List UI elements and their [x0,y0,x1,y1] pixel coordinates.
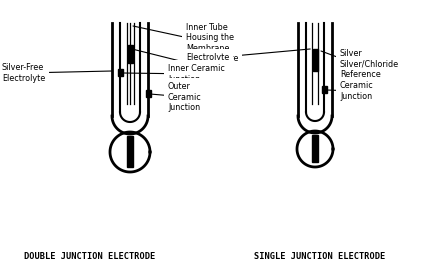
Text: Silver
Silver/Chloride
Reference
Wire: Silver Silver/Chloride Reference Wire [321,49,399,89]
Bar [118,69,123,76]
Text: Ceramic
Junction: Ceramic Junction [326,81,374,101]
Bar [127,136,133,167]
Text: Inner Tube
Housing the
Membrane
Sensing Wire: Inner Tube Housing the Membrane Sensing … [133,23,238,63]
Text: Inner Ceramic
Junction: Inner Ceramic Junction [123,64,225,84]
Text: Electrolyte
Containing
Silver: Electrolyte Containing Silver [132,49,229,83]
Bar [312,135,318,162]
Bar [128,45,132,63]
Text: SINGLE JUNCTION ELECTRODE: SINGLE JUNCTION ELECTRODE [255,252,386,261]
Bar [322,86,327,93]
Text: Silver-Free
Electrolyte: Silver-Free Electrolyte [2,63,112,83]
Bar [313,49,317,71]
Bar [146,90,151,97]
Text: DOUBLE JUNCTION ELECTRODE: DOUBLE JUNCTION ELECTRODE [25,252,156,261]
Text: Outer
Ceramic
Junction: Outer Ceramic Junction [150,82,202,112]
